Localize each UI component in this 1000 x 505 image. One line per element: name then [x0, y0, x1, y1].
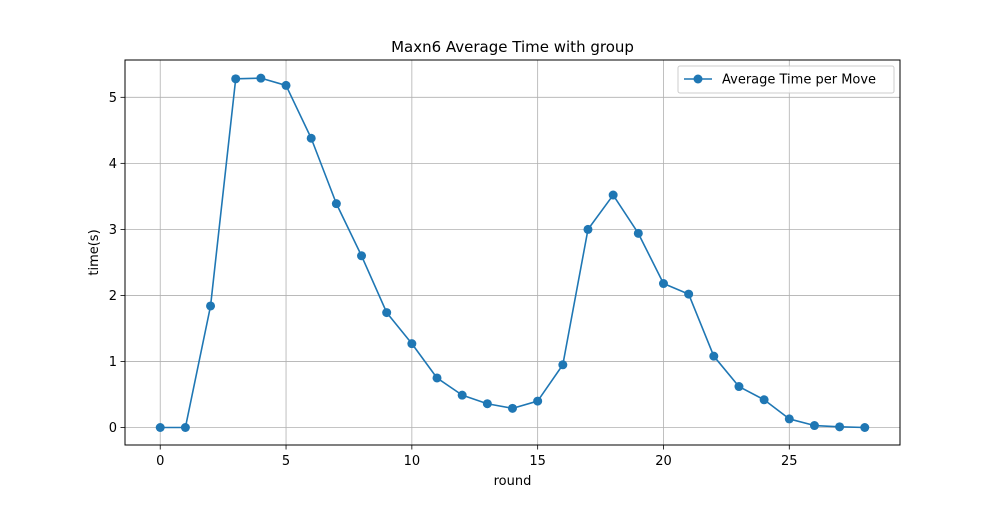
data-point [835, 422, 845, 432]
data-point [180, 423, 190, 432]
data-point [382, 308, 392, 318]
data-point [658, 279, 668, 289]
data-point [331, 199, 341, 209]
x-tick-label: 15 [529, 454, 546, 469]
data-point [155, 423, 165, 432]
x-tick-label: 5 [282, 454, 290, 469]
data-point [709, 351, 719, 361]
grid-lines [125, 60, 900, 445]
series-layer [155, 73, 870, 432]
data-point [558, 360, 568, 370]
y-tick-label: 5 [109, 91, 117, 106]
legend-marker-swatch [693, 74, 703, 84]
x-tick-label: 25 [781, 454, 798, 469]
y-axis-label: time(s) [87, 229, 102, 275]
data-point [306, 133, 316, 143]
axis-ticks: 0 5 10 15 20 25 0 1 2 3 4 5 [109, 91, 798, 469]
plot-frame [124, 59, 901, 446]
y-tick-label: 0 [109, 421, 117, 436]
legend-box [677, 65, 895, 94]
data-point [432, 373, 442, 383]
data-point [809, 421, 819, 431]
y-tick-label: 3 [109, 223, 117, 238]
y-tick-label: 4 [109, 157, 117, 172]
data-point [231, 74, 241, 84]
data-point [256, 73, 266, 83]
data-point [784, 414, 794, 424]
y-tick-label: 1 [109, 355, 117, 370]
plot-background [125, 60, 900, 445]
data-point [206, 301, 216, 311]
data-point [281, 80, 291, 90]
data-point [633, 228, 643, 238]
chart-title: Maxn6 Average Time with group [391, 38, 634, 56]
legend-label: Average Time per Move [722, 73, 876, 88]
data-point [684, 289, 694, 299]
x-tick-label: 10 [404, 454, 421, 469]
data-point [357, 251, 367, 261]
data-point [533, 396, 543, 406]
data-point [508, 403, 517, 413]
x-tick-label: 20 [655, 454, 672, 469]
data-point [860, 423, 870, 432]
data-point [457, 390, 467, 400]
data-point [759, 395, 769, 405]
y-tick-label: 2 [109, 289, 117, 304]
data-point [482, 399, 492, 409]
x-axis-label: round [494, 474, 532, 489]
data-point [608, 190, 618, 200]
data-point [734, 382, 744, 392]
data-point [583, 224, 593, 234]
legend: Average Time per Move [677, 65, 895, 94]
x-tick-label: 0 [156, 454, 164, 469]
data-point [407, 339, 417, 349]
